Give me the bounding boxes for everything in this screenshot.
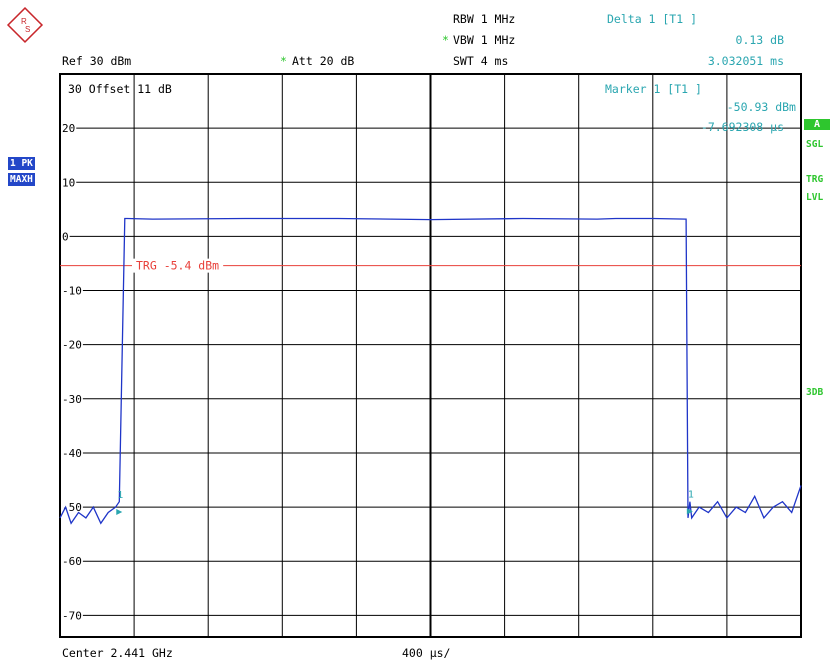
svg-text:R: R [21,17,27,26]
delta-marker-level: 0.13 dB [735,33,784,47]
att-label: Att 20 dB [292,54,355,68]
sgl-label: SGL [806,139,824,150]
trace-line [59,217,802,525]
detector-badge: MAXH [8,173,35,186]
marker-point [686,508,693,515]
lvl-label: LVL [806,192,824,203]
rs-logo: R S [6,6,44,47]
y-tick-label: 0 [62,230,69,243]
ref-label: Ref 30 dBm [62,54,132,68]
marker-point [116,508,123,515]
rbw-label: RBW 1 MHz [453,12,516,26]
att-star: * [280,54,287,68]
marker-time: -7.692308 µs [700,120,784,134]
marker-level: -50.93 dBm [726,100,796,114]
y-tick-label: -10 [62,285,82,298]
center-frequency-label: Center 2.441 GHz [62,646,173,660]
svg-text:S: S [25,25,30,34]
trg-label: TRG [806,174,824,185]
offset-label: 30 Offset 11 dB [68,82,172,96]
y-tick-label: -30 [62,393,82,406]
trigger-level-label: TRG -5.4 dBm [136,259,219,273]
vbw-label: VBW 1 MHz [453,33,516,47]
span-per-division-label: 400 µs/ [402,646,451,660]
trace-mode-badge: 1 PK [8,157,35,170]
delta-marker-time: 3.032051 ms [707,54,784,68]
marker-title: Marker 1 [T1 ] [605,82,702,96]
y-tick-label: -70 [62,609,82,622]
y-tick-label: -20 [62,339,82,352]
marker-point-label: 1 [117,490,123,501]
swt-label: SWT 4 ms [453,54,509,68]
y-tick-label: 10 [62,176,75,189]
y-tick-label: -60 [62,555,82,568]
3db-label: 3DB [806,387,824,398]
vbw-star: * [442,33,449,47]
marker-point-label: 1 [688,489,694,500]
trace-a-badge: A [804,119,830,130]
delta-marker-title: Delta 1 [T1 ] [607,12,698,26]
y-tick-label: 20 [62,122,75,135]
y-tick-label: -40 [62,447,82,460]
